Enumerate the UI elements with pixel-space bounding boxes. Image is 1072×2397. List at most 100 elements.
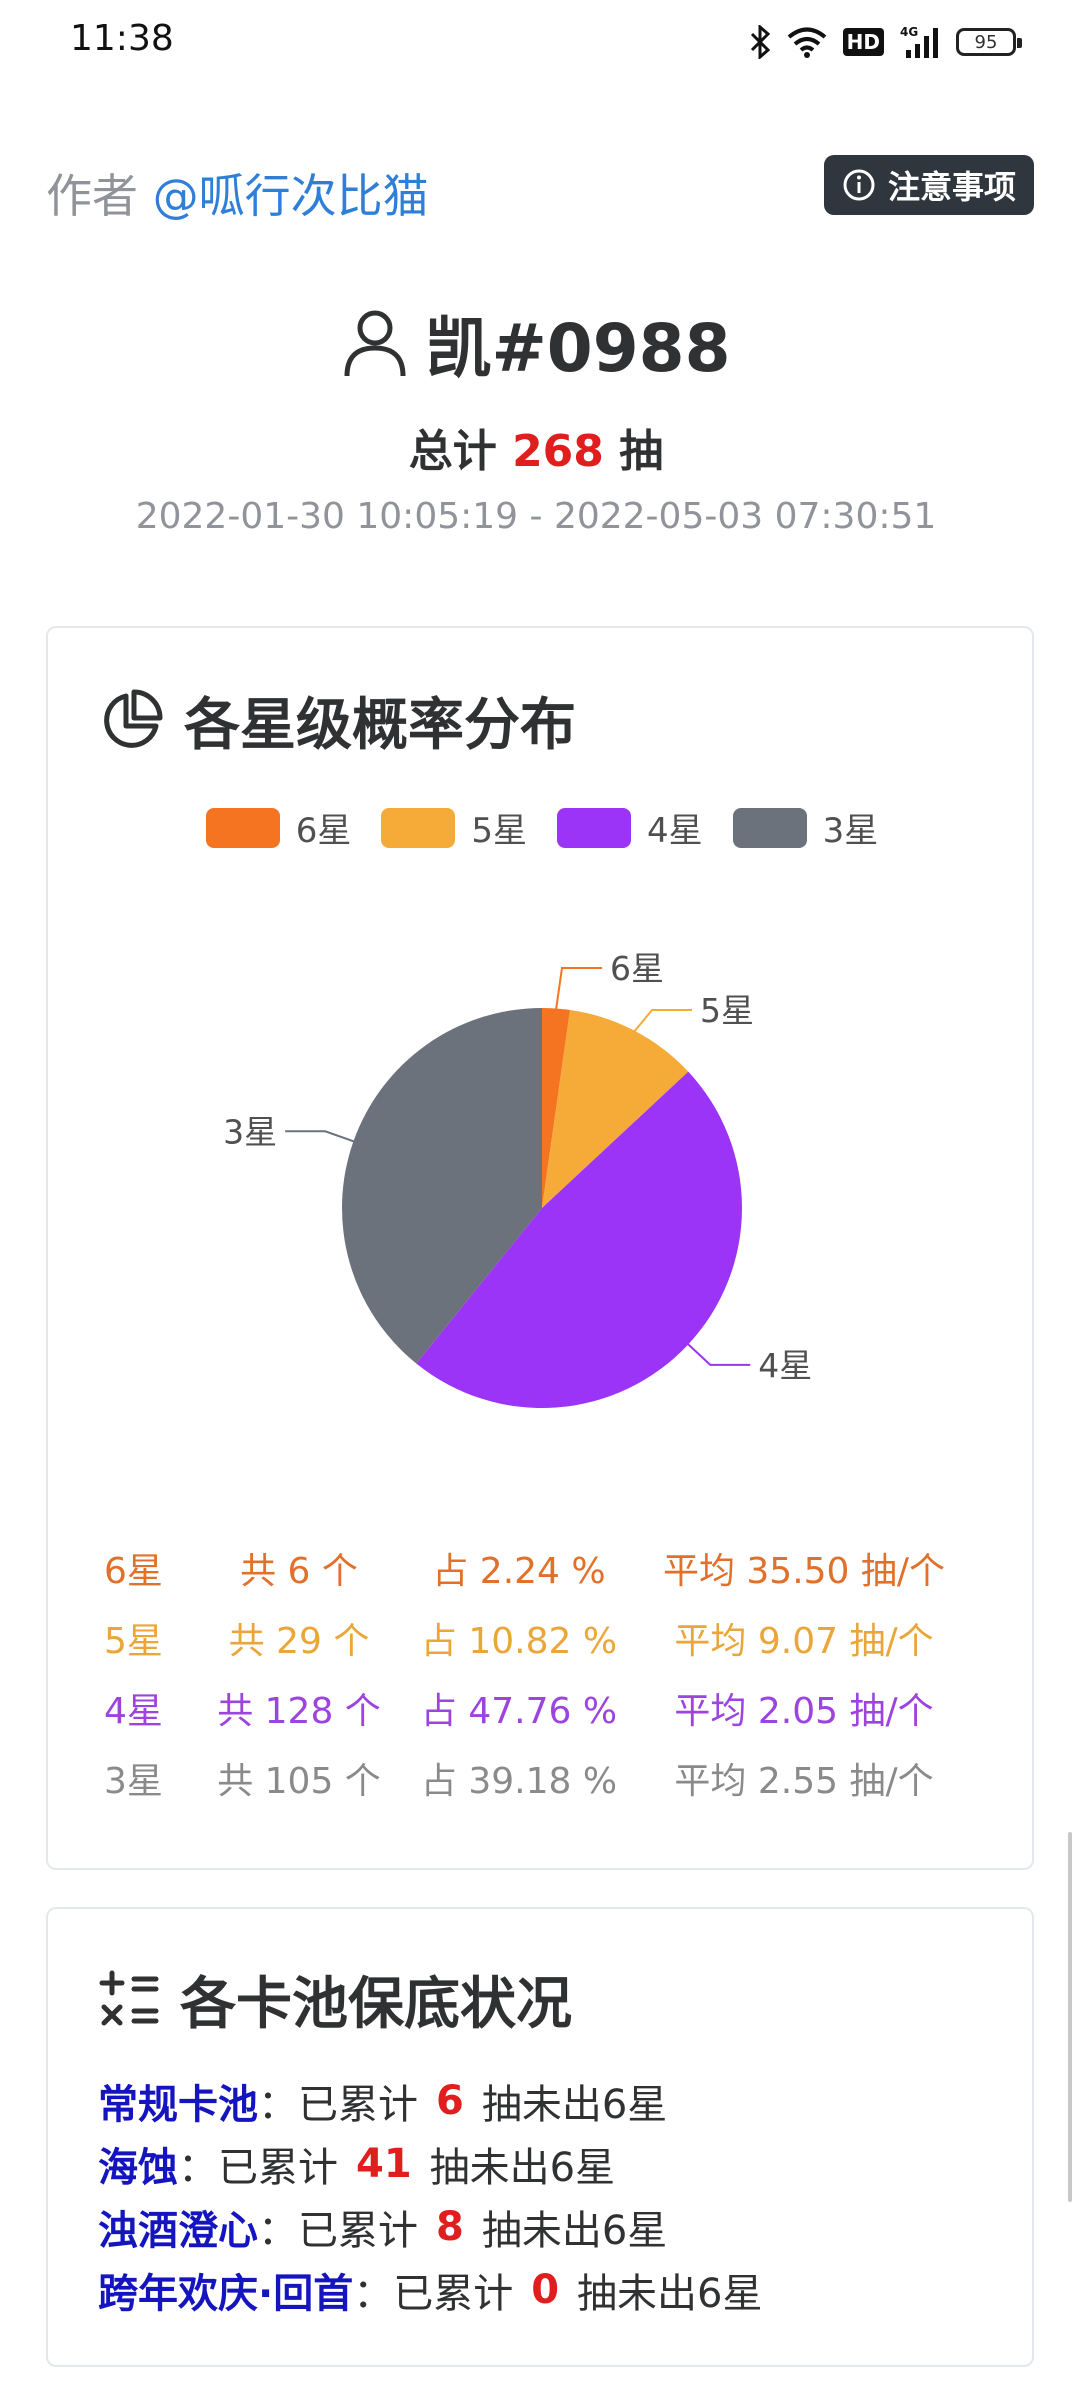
- pity-row: 常规卡池：已累计 6 抽未出6星: [98, 2069, 763, 2132]
- battery-icon: 95: [956, 28, 1022, 56]
- total-prefix: 总计: [408, 426, 497, 477]
- pie-chart-icon: [104, 689, 163, 748]
- distribution-card: 各星级概率分布 6星 5星 4星 3星 6星 5星 4星 3星 6星 共 6 个 占 …: [46, 626, 1034, 1870]
- pie-label-line: [554, 967, 602, 1011]
- bluetooth-icon: [750, 25, 770, 59]
- author-link[interactable]: @呱行次比猫: [152, 169, 429, 223]
- pie-slice-2[interactable]: [416, 1071, 742, 1408]
- pool-name: 海蚀: [98, 2144, 178, 2191]
- stats-average: 平均 9.07 抽/个: [674, 1621, 934, 1662]
- pity-count: 6: [436, 2077, 464, 2124]
- pie-label-line: [285, 1130, 356, 1143]
- legend-item-5star[interactable]: 5星: [381, 803, 527, 852]
- stats-percent: 占 2.24 %: [432, 1551, 606, 1592]
- accum-label: 已累计: [298, 2207, 418, 2254]
- legend-label: 4星: [647, 811, 703, 851]
- pity-list: 常规卡池：已累计 6 抽未出6星 海蚀：已累计 41 抽未出6星 浊酒澄心：已累计 8 抽未…: [98, 2069, 763, 2321]
- tail-label: 抽未出6星: [429, 2144, 616, 2191]
- tail-label: 抽未出6星: [481, 2081, 668, 2128]
- pie-label-line: [632, 1009, 692, 1034]
- total-suffix: 抽: [619, 426, 664, 477]
- user-icon: [344, 310, 405, 377]
- notice-button[interactable]: 注意事项: [823, 155, 1034, 215]
- notice-label: 注意事项: [887, 168, 1016, 206]
- pie-chart[interactable]: 6星 5星 4星 3星: [48, 908, 1036, 1628]
- pool-name: 跨年欢庆·回首: [98, 2270, 354, 2317]
- stats-average: 平均 2.05 抽/个: [674, 1691, 934, 1732]
- pity-title-text: 各卡池保底状况: [180, 1972, 572, 2037]
- legend-item-3star[interactable]: 3星: [732, 803, 879, 852]
- stats-table: 6星 共 6 个 占 2.24 % 平均 35.50 抽/个 5星 共 29 个…: [104, 1533, 1004, 1813]
- stats-count: 共 105 个: [217, 1761, 381, 1802]
- hd-icon: HD: [842, 28, 884, 56]
- tail-label: 抽未出6星: [577, 2270, 763, 2317]
- accum-label: 已累计: [393, 2270, 514, 2317]
- pity-title: 各卡池保底状况: [98, 1959, 572, 2040]
- user-name: 凯#0988: [425, 310, 731, 387]
- stats-percent: 占 47.76 %: [420, 1691, 618, 1732]
- pity-row: 海蚀：已累计 41 抽未出6星: [98, 2132, 763, 2195]
- stats-row-6star: 6星 共 6 个 占 2.24 % 平均 35.50 抽/个: [104, 1533, 1004, 1603]
- pity-count: 41: [356, 2140, 412, 2187]
- tail-label: 抽未出6星: [481, 2207, 668, 2254]
- pool-name: 浊酒澄心: [98, 2207, 258, 2254]
- pie-label: 5星: [700, 991, 754, 1030]
- colon: ：: [258, 2207, 298, 2254]
- battery-level: 95: [974, 31, 998, 53]
- stats-row-5star: 5星 共 29 个 占 10.82 % 平均 9.07 抽/个: [104, 1603, 1004, 1673]
- stats-count: 共 29 个: [228, 1621, 370, 1662]
- legend-label: 6星: [295, 811, 352, 851]
- legend-label: 5星: [471, 811, 527, 851]
- pity-row: 跨年欢庆·回首：已累计 0 抽未出6星: [98, 2258, 763, 2321]
- signal-icon: 4G: [900, 25, 938, 58]
- author-line: 作者 @呱行次比猫: [46, 160, 429, 226]
- stats-average: 平均 2.55 抽/个: [674, 1761, 934, 1802]
- calculator-icon: [99, 1970, 159, 2025]
- pie-label: 6星: [610, 949, 664, 988]
- status-time: 11:38: [70, 18, 174, 59]
- stats-star: 6星: [104, 1551, 163, 1592]
- pie-slice-1[interactable]: [542, 1009, 689, 1208]
- accum-label: 已累计: [298, 2081, 418, 2128]
- pie-label-line: [686, 1342, 751, 1366]
- stats-star: 5星: [104, 1621, 163, 1662]
- accum-label: 已累计: [218, 2144, 338, 2191]
- pity-count: 8: [436, 2203, 464, 2250]
- legend-item-4star[interactable]: 4星: [557, 803, 703, 852]
- stats-count: 共 6 个: [240, 1551, 358, 1592]
- status-icons: HD 4G 95: [749, 20, 1022, 64]
- total-pulls: 总计 268 抽: [0, 415, 1072, 479]
- legend-swatch: [381, 807, 456, 848]
- legend-swatch: [205, 807, 280, 848]
- legend-swatch: [557, 807, 631, 848]
- stats-percent: 占 10.82 %: [420, 1621, 618, 1662]
- distribution-title-text: 各星级概率分布: [184, 693, 576, 758]
- legend-swatch: [732, 807, 807, 848]
- stats-row-3star: 3星 共 105 个 占 39.18 % 平均 2.55 抽/个: [104, 1743, 1004, 1813]
- pie-label: 4星: [758, 1346, 812, 1385]
- stats-row-4star: 4星 共 128 个 占 47.76 % 平均 2.05 抽/个: [104, 1673, 1004, 1743]
- stats-star: 3星: [104, 1761, 163, 1802]
- total-count: 268: [512, 426, 604, 477]
- author-prefix: 作者: [46, 169, 138, 223]
- pie-label: 3星: [223, 1112, 277, 1151]
- distribution-title: 各星级概率分布: [98, 680, 576, 761]
- pity-row: 浊酒澄心：已累计 8 抽未出6星: [98, 2195, 763, 2258]
- date-range: 2022-01-30 10:05:19 - 2022-05-03 07:30:5…: [135, 496, 937, 537]
- stats-average: 平均 35.50 抽/个: [662, 1551, 946, 1592]
- chart-legend: 6星 5星 4星 3星: [48, 803, 1036, 852]
- scrollbar[interactable]: [1068, 1832, 1072, 2202]
- pity-count: 0: [531, 2266, 560, 2313]
- status-bar: 11:38 HD 4G 95: [0, 0, 1072, 80]
- info-icon: [843, 169, 875, 201]
- wifi-icon: [787, 27, 826, 58]
- colon: ：: [258, 2081, 298, 2128]
- pie-slice-3[interactable]: [341, 1008, 542, 1364]
- colon: ：: [353, 2270, 394, 2317]
- network-type-label: 4G: [900, 25, 918, 39]
- stats-star: 4星: [104, 1691, 163, 1732]
- pie-slice-0[interactable]: [542, 1008, 571, 1208]
- legend-label: 3星: [822, 811, 879, 851]
- legend-item-6star[interactable]: 6星: [205, 803, 352, 852]
- stats-count: 共 128 个: [217, 1691, 381, 1732]
